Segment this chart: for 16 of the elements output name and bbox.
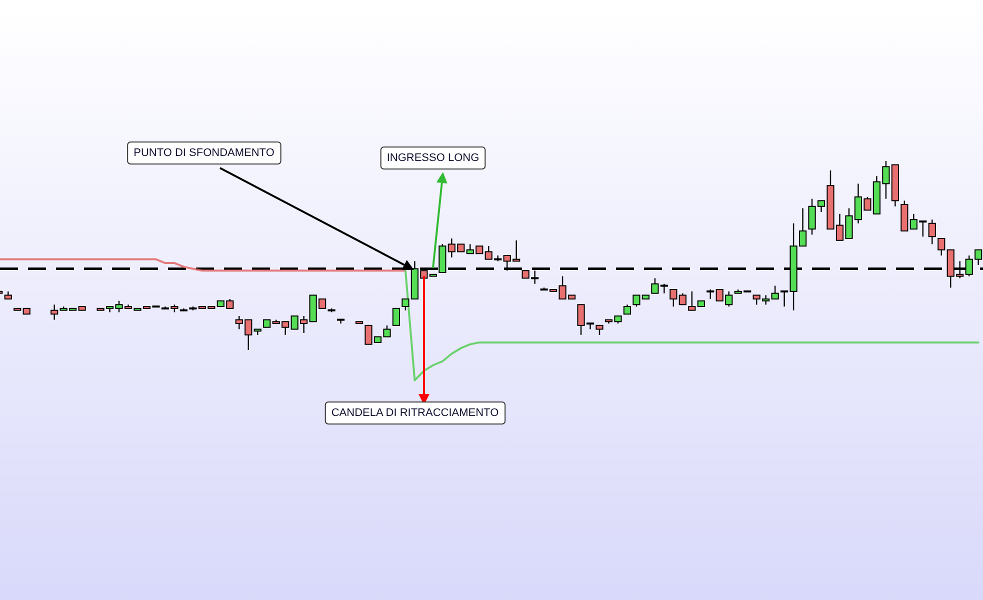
candlestick: [938, 238, 946, 256]
candlestick: [596, 324, 604, 336]
candlestick: [660, 283, 668, 294]
text: CANDELA DI RITRACCIAMENTO: [331, 407, 500, 419]
candlestick: [392, 308, 400, 326]
candlestick: [678, 292, 686, 306]
annotation: INGRESSO LONG: [386, 152, 480, 164]
candlestick: [651, 278, 659, 294]
candlestick: [771, 285, 779, 300]
candlestick: [623, 304, 632, 315]
candlestick: [706, 288, 714, 300]
candlestick: [50, 304, 58, 320]
text: PUNTO DI SFONDAMENTO: [134, 147, 275, 159]
candlestick: [670, 288, 678, 308]
candlestick: [928, 218, 936, 245]
candlestick: [688, 290, 696, 311]
